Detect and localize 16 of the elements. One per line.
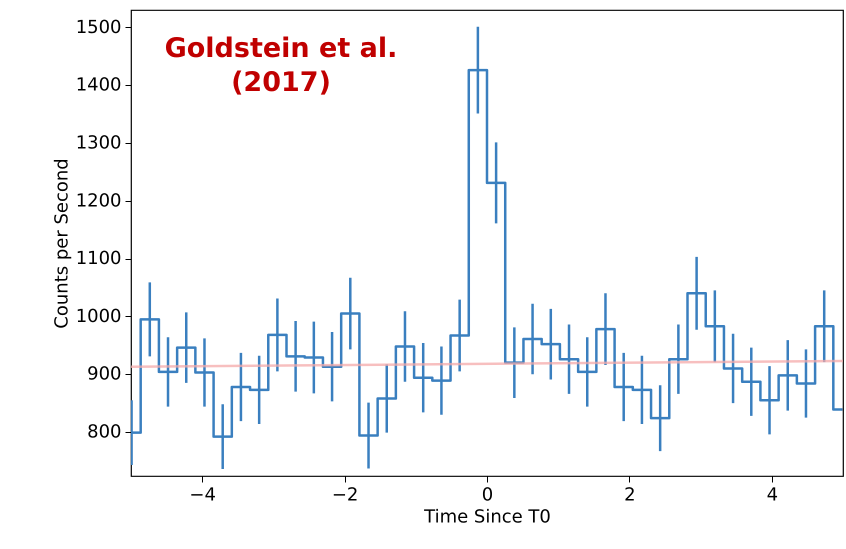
annotation: Goldstein et al. (2017): [164, 33, 398, 98]
x-tick-label: −2: [332, 484, 358, 506]
y-tick-label: 900: [87, 364, 122, 385]
y-tick-label: 1400: [76, 74, 122, 96]
y-axis-title: Counts per Second: [52, 158, 73, 329]
y-tick-label: 1100: [76, 248, 122, 270]
y-tick-label: 1500: [76, 16, 122, 38]
x-tick-label: 4: [766, 484, 778, 506]
y-tick-label: 1300: [76, 132, 122, 154]
x-tick-label: 0: [482, 484, 494, 506]
x-axis-title: Time Since T0: [423, 506, 551, 528]
x-tick-label: 2: [624, 484, 636, 506]
x-tick-label: −4: [189, 484, 216, 506]
y-tick-label: 800: [87, 422, 122, 443]
y-tick-label: 1200: [76, 190, 122, 212]
y-tick-label: 1000: [76, 306, 122, 327]
